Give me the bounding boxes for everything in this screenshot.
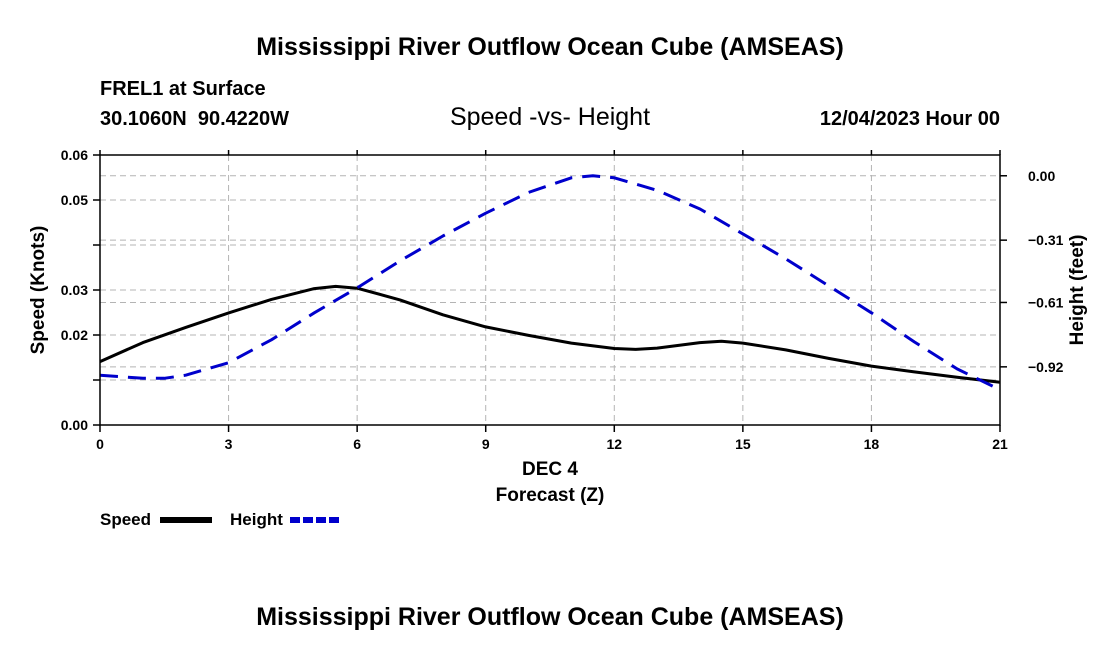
y2-tick-label: −0.92 — [1028, 359, 1064, 375]
chart-title: Speed -vs- Height — [450, 103, 650, 131]
x-tick-label: 18 — [864, 436, 880, 452]
y2-tick-label: −0.61 — [1028, 294, 1064, 310]
y2-axis-label: Height (feet) — [1067, 235, 1088, 346]
x-tick-label: 3 — [225, 436, 233, 452]
coordinates-label: 30.1060N 90.4220W — [100, 108, 289, 130]
x-tick-label: 9 — [482, 436, 490, 452]
x-axis-date-label: DEC 4 — [522, 459, 578, 480]
legend: Speed Height — [100, 510, 342, 529]
y-tick-label: 0.06 — [61, 147, 88, 163]
y2-tick-label: 0.00 — [1028, 168, 1055, 184]
x-tick-label: 0 — [96, 436, 104, 452]
legend-label-height: Height — [230, 510, 283, 529]
footer-title: Mississippi River Outflow Ocean Cube (AM… — [256, 603, 844, 631]
station-label: FREL1 at Surface — [100, 78, 266, 100]
y-tick-label: 0.03 — [61, 282, 88, 298]
legend-label-speed: Speed — [100, 510, 151, 529]
axis-ticks: 0 3 6 9 12 15 18 21 0.00 0.02 0.03 0.05 0.06 0.00 −0.3… — [61, 147, 1064, 452]
x-tick-label: 6 — [353, 436, 361, 452]
series-line-speed — [99, 284, 1001, 384]
datetime-label: 12/04/2023 Hour 00 — [820, 108, 1000, 130]
page-title: Mississippi River Outflow Ocean Cube (AM… — [256, 33, 844, 61]
x-tick-label: 15 — [735, 436, 751, 452]
series-line-height — [99, 174, 1001, 392]
x-tick-label: 21 — [992, 436, 1008, 452]
y-tick-label: 0.00 — [61, 417, 88, 433]
x-axis-label: Forecast (Z) — [496, 485, 605, 506]
series-layer — [99, 174, 1001, 392]
y-tick-label: 0.02 — [61, 327, 88, 343]
y2-tick-label: −0.31 — [1028, 232, 1064, 248]
grid — [100, 155, 1000, 425]
y-tick-label: 0.05 — [61, 192, 88, 208]
y-axis-label: Speed (Knots) — [28, 226, 49, 355]
x-tick-label: 12 — [606, 436, 622, 452]
